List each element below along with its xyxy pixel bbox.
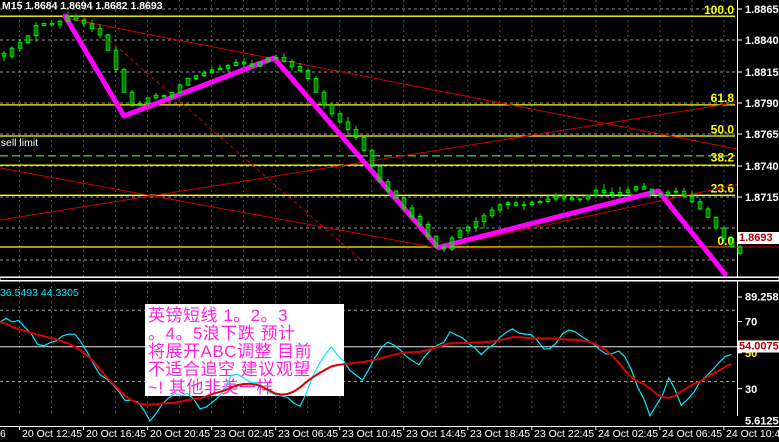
svg-text:。4。5浪下跌 预计: 。4。5浪下跌 预计 bbox=[148, 324, 296, 343]
svg-text:20 Oct 20:45: 20 Oct 20:45 bbox=[150, 428, 210, 440]
svg-text:23 Oct 06:45: 23 Oct 06:45 bbox=[278, 428, 338, 440]
svg-text:61.8: 61.8 bbox=[711, 91, 735, 105]
svg-text:30: 30 bbox=[745, 384, 757, 396]
svg-text:1.8840: 1.8840 bbox=[745, 35, 779, 47]
svg-text:5.6125: 5.6125 bbox=[745, 416, 779, 428]
svg-text:20 Oct 12:45: 20 Oct 12:45 bbox=[22, 428, 82, 440]
svg-text:23 Oct 14:45: 23 Oct 14:45 bbox=[406, 428, 466, 440]
svg-text:1.8865: 1.8865 bbox=[745, 4, 779, 16]
svg-text:36.5493 44.3305: 36.5493 44.3305 bbox=[0, 287, 79, 299]
svg-text:20 Oct 16:45: 20 Oct 16:45 bbox=[86, 428, 146, 440]
svg-text:1.8740: 1.8740 bbox=[745, 161, 779, 173]
svg-text:英镑短线 1。2。3: 英镑短线 1。2。3 bbox=[148, 306, 288, 325]
svg-text:1.8790: 1.8790 bbox=[745, 98, 779, 110]
svg-text:24 Oct 06:45: 24 Oct 06:45 bbox=[662, 428, 722, 440]
svg-text:1.8693: 1.8693 bbox=[739, 232, 773, 244]
svg-text:1.8815: 1.8815 bbox=[745, 67, 779, 79]
svg-text:24 Oct 10:45: 24 Oct 10:45 bbox=[726, 428, 779, 440]
svg-text:100.0: 100.0 bbox=[704, 3, 734, 17]
svg-text:23 Oct 22:45: 23 Oct 22:45 bbox=[534, 428, 594, 440]
svg-text:23.6: 23.6 bbox=[711, 182, 735, 196]
svg-text:1.8715: 1.8715 bbox=[745, 192, 779, 204]
svg-text:? sell limit: ? sell limit bbox=[0, 137, 38, 149]
svg-text:23 Oct 18:45: 23 Oct 18:45 bbox=[470, 428, 530, 440]
svg-text:24 Oct 02:45: 24 Oct 02:45 bbox=[598, 428, 658, 440]
svg-text:50.0: 50.0 bbox=[711, 123, 735, 137]
svg-text:M15 1.8684 1.8694 1.8682 1.8: M15 1.8684 1.8694 1.8682 1.8693 bbox=[2, 0, 163, 12]
svg-text:23 Oct 10:45: 23 Oct 10:45 bbox=[342, 428, 402, 440]
svg-text:6: 6 bbox=[0, 428, 6, 440]
svg-text:23 Oct 02:45: 23 Oct 02:45 bbox=[214, 428, 274, 440]
svg-text:38.2: 38.2 bbox=[711, 151, 735, 165]
svg-text:89.2582: 89.2582 bbox=[745, 292, 779, 304]
svg-text:1.8765: 1.8765 bbox=[745, 129, 779, 141]
svg-text:70: 70 bbox=[745, 317, 757, 329]
svg-text:将展开ABC调整 目前: 将展开ABC调整 目前 bbox=[148, 342, 312, 361]
svg-text:54.0075: 54.0075 bbox=[739, 341, 779, 353]
svg-text:不适合追空 建议观望: 不适合追空 建议观望 bbox=[148, 360, 311, 379]
